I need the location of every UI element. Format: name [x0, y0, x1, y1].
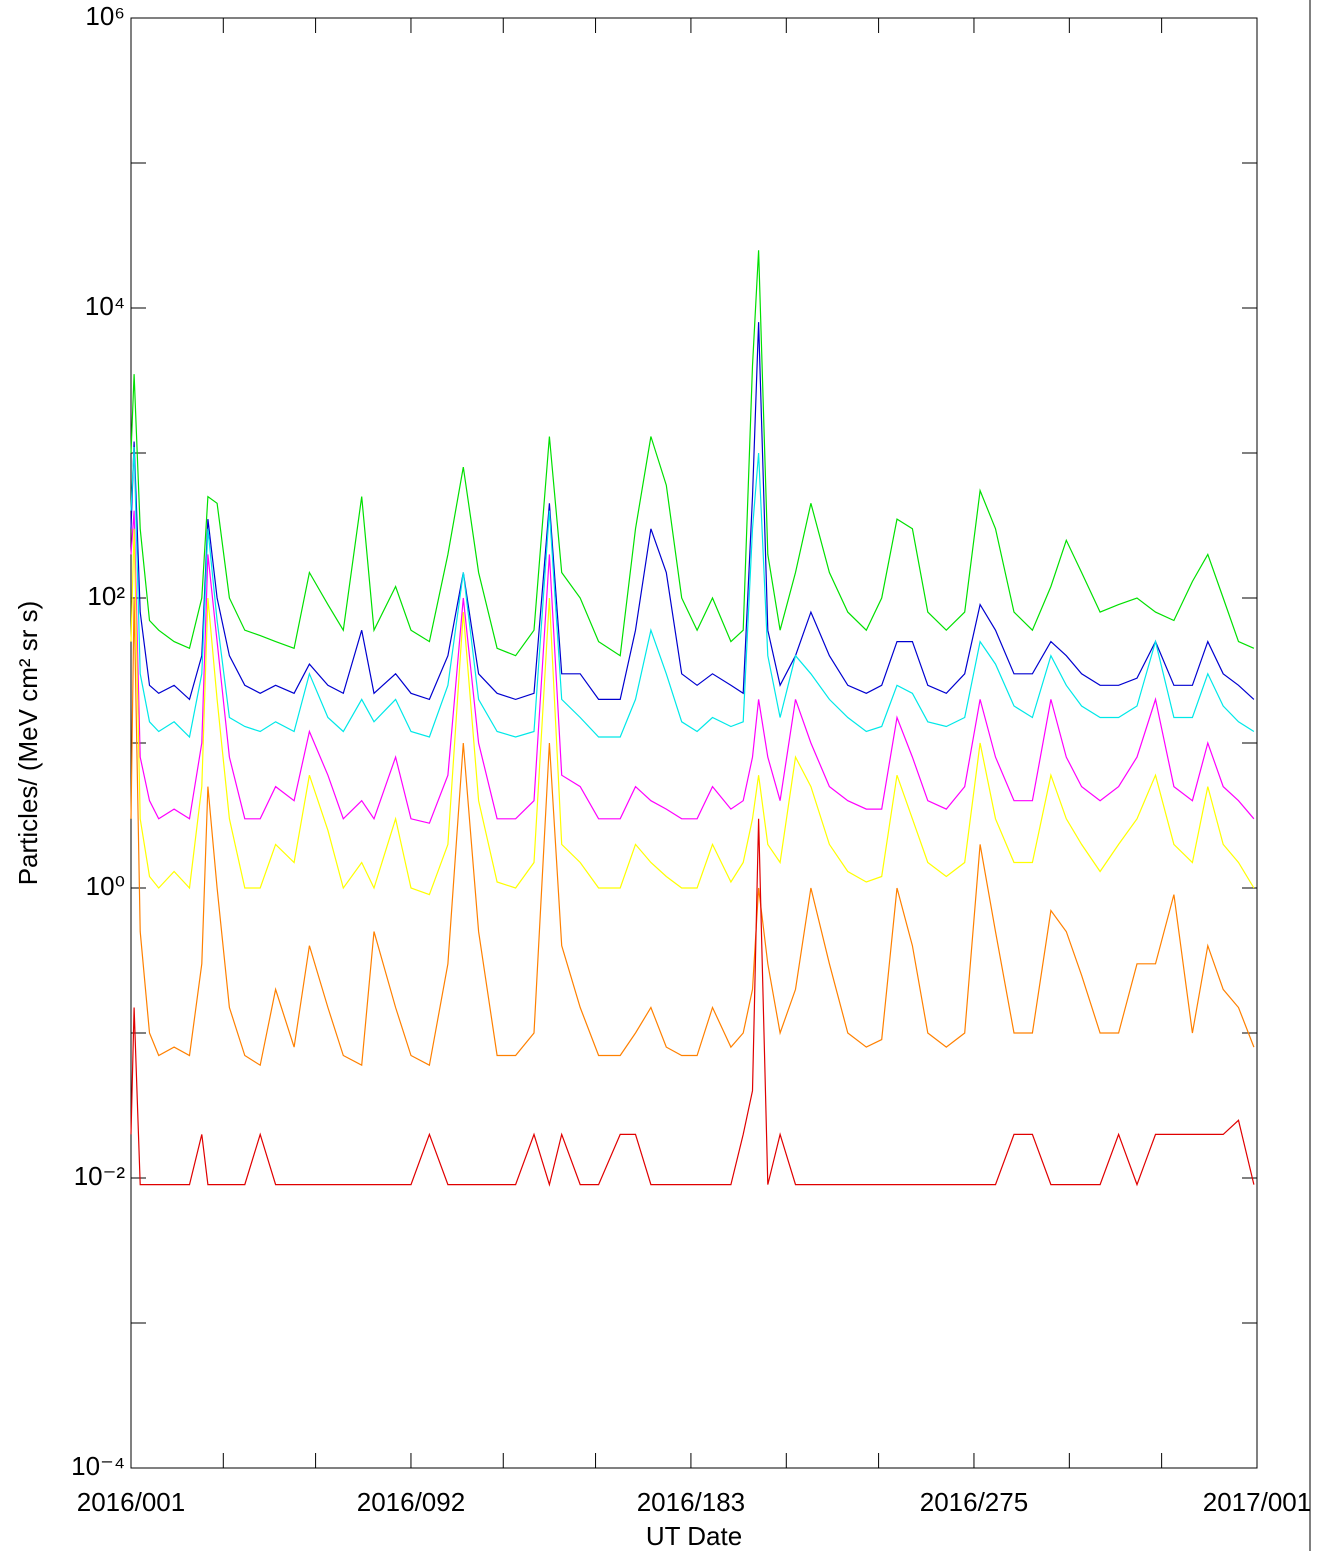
y-tick-label: 10⁻² — [74, 1161, 126, 1191]
data-line — [130, 510, 1255, 824]
x-axis-label: UT Date — [646, 1521, 742, 1551]
y-tick-label: 10² — [87, 581, 125, 611]
x-tick-label: 2016/183 — [637, 1487, 745, 1517]
data-line — [130, 446, 1255, 739]
x-tick-label: 2016/275 — [920, 1487, 1028, 1517]
data-line — [130, 818, 1255, 1187]
y-tick-label: 10⁻⁴ — [71, 1451, 125, 1481]
x-tick-label: 2017/001 — [1203, 1487, 1311, 1517]
y-tick-label: 10⁰ — [86, 871, 125, 901]
y-axis-label: Particles/ (MeV cm² sr s) — [13, 601, 43, 886]
data-line — [130, 528, 1255, 896]
x-tick-label: 2016/001 — [77, 1487, 185, 1517]
data-line — [130, 322, 1255, 701]
plot-frame — [130, 17, 1258, 1469]
y-tick-label: 10⁴ — [85, 291, 125, 321]
x-tick-label: 2016/092 — [357, 1487, 465, 1517]
data-line — [130, 250, 1255, 657]
y-tick-label: 10⁶ — [85, 1, 125, 31]
data-line — [130, 597, 1255, 1067]
